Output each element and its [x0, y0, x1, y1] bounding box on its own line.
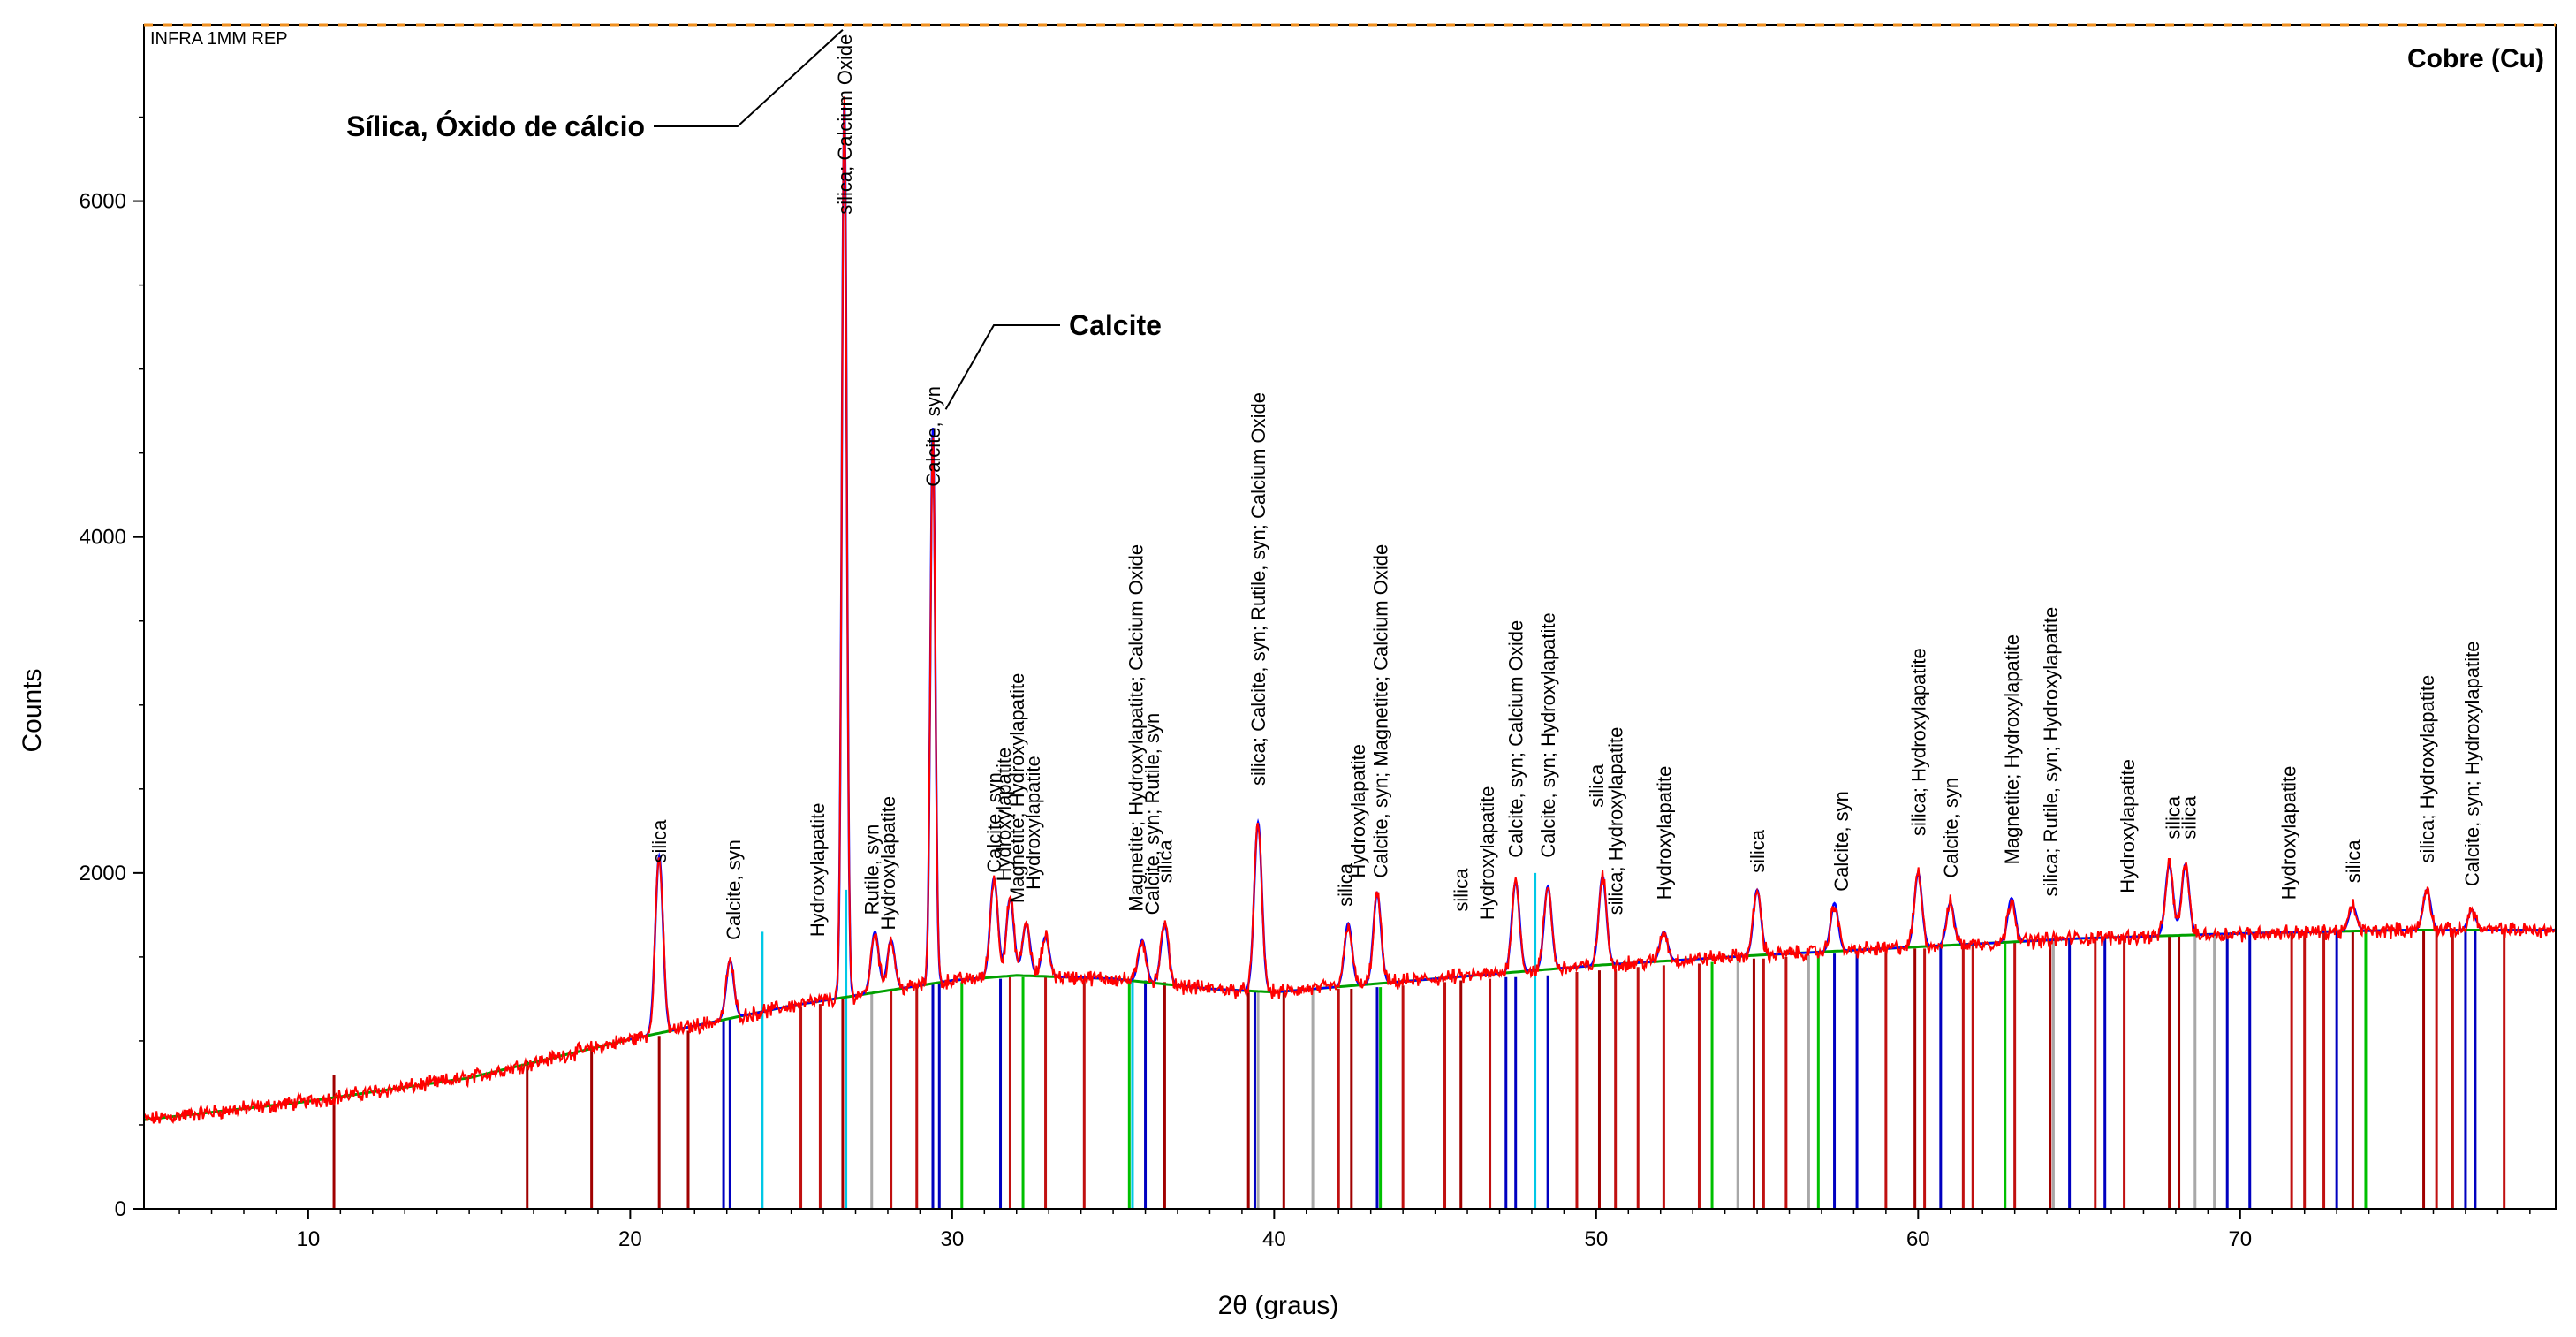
peak-label: Calcite, syn; Hydroxylapatite: [2461, 642, 2483, 887]
peak-label: Calcite, syn; Hydroxylapatite: [1537, 612, 1559, 858]
callout-label: Calcite: [1069, 309, 1162, 341]
y-tick-label: 2000: [80, 862, 126, 885]
peak-label: Hydroxylapatite: [1653, 766, 1675, 900]
peak-label: silica; Calcite, syn; Rutile, syn; Calci…: [1247, 392, 1269, 786]
peak-label: Hydroxylapatite: [1476, 786, 1498, 920]
peak-label: silica: [1586, 763, 1608, 808]
peak-label: Calcite, syn; Rutile, syn: [1141, 713, 1163, 915]
peak-label: Hydroxylapatite: [1022, 756, 1044, 890]
x-tick-label: 30: [941, 1227, 965, 1251]
calculated-profile: [630, 106, 2556, 1041]
x-tick-label: 40: [1262, 1227, 1286, 1251]
x-tick-label: 20: [618, 1227, 642, 1251]
x-tick-label: 50: [1584, 1227, 1608, 1251]
y-tick-label: 0: [115, 1197, 126, 1221]
peak-label: Hydroxylapatite: [877, 796, 899, 931]
peak-label: silica: [2178, 795, 2201, 839]
y-tick-label: 6000: [80, 190, 126, 214]
peak-label: silica: [1335, 862, 1357, 907]
peak-label: silica; Hydroxylapatite: [1907, 648, 1929, 836]
radiation-label: Cobre (Cu): [2407, 44, 2544, 73]
peak-label: silica: [1451, 868, 1473, 912]
callouts: Sílica, Óxido de cálcio Calcite: [346, 28, 1162, 410]
reference-lines: [332, 872, 2506, 1209]
peak-label: Hydroxylapatite: [807, 802, 829, 937]
peak-label: silica: [648, 819, 671, 863]
peak-label: Hydroxylapatite: [993, 748, 1015, 882]
callout-leader: [654, 28, 844, 127]
x-tick-label: 70: [2228, 1227, 2252, 1251]
peak-label: Magnetite; Hydroxylapatite: [2001, 634, 2023, 864]
observed-profile: [143, 96, 2557, 1125]
y-tick-label: 4000: [80, 526, 126, 550]
peak-labels: silica Calcite, syn Hydroxylapatitesilica;…: [648, 34, 2483, 940]
calculated-line: [630, 106, 2556, 1041]
peak-label: silica: [2342, 839, 2364, 884]
x-tick-label: 60: [1906, 1227, 1930, 1251]
observed-line: [143, 96, 2557, 1125]
peak-label: Calcite, syn: [1940, 778, 1962, 878]
peak-label: Calcite, syn; Magnetite; Calcium Oxide: [1370, 544, 1392, 878]
axes: 10 20 30 40 50 60 70 0 2000 4000 6000: [80, 116, 2531, 1251]
peak-label: silica; Rutile, syn; Hydroxylapatite: [2040, 607, 2062, 897]
peak-label: silica: [1746, 829, 1769, 873]
peak-label: silica: [1154, 839, 1176, 884]
callout-label: Sílica, Óxido de cálcio: [346, 110, 645, 142]
peak-label: Hydroxylapatite: [2117, 759, 2139, 893]
peak-label: Hydroxylapatite: [1347, 744, 1369, 878]
y-axis-title: Counts: [18, 668, 47, 752]
peak-label: Calcite, syn: [723, 839, 745, 940]
callout-leader: [944, 324, 1060, 410]
peak-label: silica: [2162, 795, 2184, 839]
peak-label: Hydroxylapatite: [2278, 766, 2300, 900]
peak-label: silica; Hydroxylapatite: [1605, 727, 1627, 915]
x-tick-label: 10: [297, 1227, 321, 1251]
peak-label: Magnetite; Hydroxylapatite: [1006, 673, 1028, 903]
peak-label: Calcite, syn: [1830, 791, 1852, 892]
peak-label: silica; Calcium Oxide: [834, 34, 856, 215]
peak-label: Calcite, syn: [922, 386, 944, 487]
peak-label: Magnetite; Hydroxylapatite; Calcium Oxid…: [1125, 544, 1148, 912]
sample-label: INFRA 1MM REP: [150, 29, 288, 49]
peak-label: Calcite, syn; Calcium Oxide: [1505, 620, 1527, 858]
peak-label: Calcite, syn: [983, 772, 1005, 873]
peak-label: Rutile, syn: [861, 824, 883, 915]
peak-label: silica; Hydroxylapatite: [2416, 675, 2438, 863]
x-axis-title: 2θ (graus): [1218, 1291, 1339, 1320]
